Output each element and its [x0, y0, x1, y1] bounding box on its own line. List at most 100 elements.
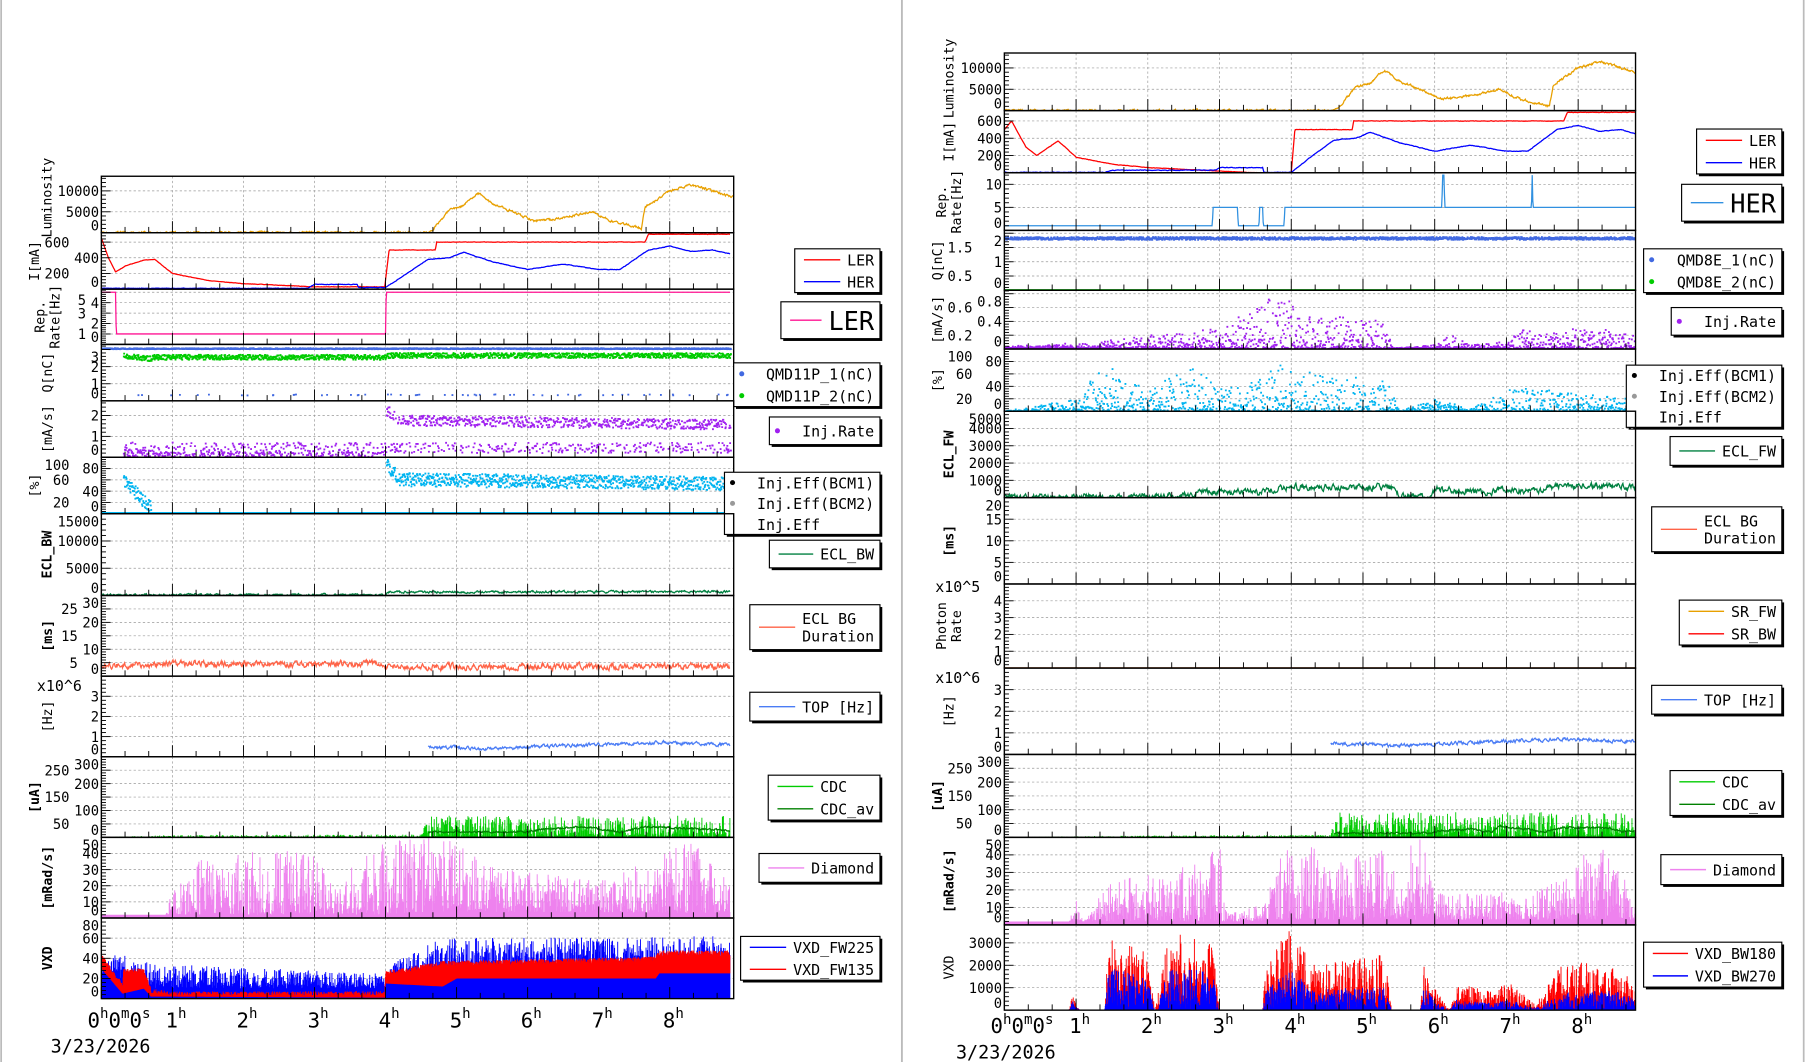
legend-item-inj-eff: Inj.Eff	[757, 516, 820, 534]
legend-box: Inj.Eff(BCM1) Inj.Eff(BCM2) Inj.Eff	[1625, 364, 1785, 430]
y-tick-label: 0	[994, 335, 1002, 351]
legend-label: ECL BG	[1704, 512, 1758, 530]
y-tick-label: 10	[985, 534, 1002, 550]
y-tick-label: 2	[994, 234, 1002, 250]
legend-label: SR_FW	[1731, 603, 1777, 621]
y-axis-label: Luminosity	[41, 158, 56, 238]
y-tick-label: 2	[91, 409, 99, 425]
y-tick-label: 4	[994, 594, 1002, 610]
y-tick-label: 40	[82, 847, 99, 863]
panel-frame	[100, 675, 735, 758]
y-tick-label: 20	[985, 883, 1002, 899]
y-tick-label: 2	[994, 628, 1002, 644]
legend-frame	[767, 774, 881, 821]
y-axis-label: [mRad/s]	[41, 846, 56, 910]
y-tick-label: 1	[91, 377, 99, 393]
series-inj-eff-bcm1-	[122, 459, 732, 514]
legend-dot-icon	[1631, 393, 1637, 399]
legend-box: ECL_BW	[768, 539, 883, 571]
legend-box: QMD8E_1(nC) QMD8E_2(nC)	[1643, 248, 1785, 295]
y-tick-label: 0.4	[977, 315, 1002, 331]
series-group	[115, 815, 731, 838]
y-tick-label: 60	[956, 367, 973, 383]
tick-label-value: 7	[1500, 1014, 1512, 1038]
y-tick-label: 0	[91, 218, 99, 234]
y-tick-label: 0	[994, 996, 1002, 1012]
series-group	[101, 658, 731, 673]
legend-frame	[1643, 248, 1783, 294]
y-tick-label: 0	[91, 823, 99, 839]
legend-dot-icon	[1631, 372, 1637, 379]
legend-item-ler: LER	[1705, 132, 1777, 150]
series-group	[101, 936, 731, 999]
legend-item-ecl_bw: ECL_BW	[778, 546, 875, 564]
y-tick-label: 60	[82, 931, 99, 947]
legend-label: LER	[828, 306, 874, 336]
legend-dot-icon	[1676, 318, 1682, 324]
series-vxd_fw135	[101, 950, 731, 998]
y-axis-label: [uA]	[931, 780, 946, 812]
y-tick-label: 300	[977, 755, 1002, 771]
y-tick-label: 3000	[969, 936, 1002, 952]
legend-box: Diamond	[758, 852, 883, 885]
legend-frame	[1651, 684, 1783, 715]
tick-label-value: 8	[663, 1008, 675, 1032]
y-tick-label: 200	[977, 149, 1002, 165]
legend-label: VXD_FW225	[793, 939, 874, 957]
y-tick-label: 0	[91, 499, 99, 515]
y-tick-label: 3	[91, 350, 99, 366]
legend-item-top-hz-: TOP [Hz]	[1660, 691, 1776, 709]
legend-label: Inj.Rate	[802, 422, 874, 440]
y-axis-label: [mA/s]	[931, 296, 946, 344]
y-axis-label: Luminosity	[943, 39, 958, 119]
y-tick-label: 10000	[960, 61, 1002, 77]
legend-label: VXD_BW180	[1695, 945, 1776, 963]
panel-frame	[100, 756, 735, 839]
y-tick-label: 5000	[969, 82, 1002, 98]
y-tick-label: 20	[82, 879, 99, 895]
series-group	[1330, 736, 1636, 749]
y-tick-label: 0	[91, 275, 99, 291]
legend-frame	[733, 362, 881, 408]
y-tick-label: 1000	[969, 474, 1002, 490]
legend-frame	[1696, 128, 1783, 175]
legend-item-sr_fw: SR_FW	[1688, 603, 1777, 621]
series-qmd11p_2-nc-	[122, 352, 732, 363]
legend-label: VXD_FW135	[793, 961, 874, 979]
legend-dot-icon	[730, 500, 736, 506]
legend-item-cdc_av: CDC_av	[777, 801, 874, 819]
y-tick-label: 1	[91, 430, 99, 446]
legend-label: Duration	[1704, 530, 1776, 548]
y-axis-label: Rep.	[935, 186, 950, 218]
y-tick-label: 0	[91, 984, 99, 1000]
tick-label-value: 0	[129, 1008, 141, 1032]
y-tick-label: 0	[91, 581, 99, 597]
tick-label-value: 4	[379, 1008, 391, 1032]
legend-dot-icon	[739, 371, 745, 377]
tick-label-unit: h	[1512, 1012, 1520, 1028]
y-tick-label: 0	[994, 823, 1002, 839]
legend-box: LER HER	[1696, 128, 1785, 177]
legend-item-diamond: Diamond	[768, 860, 874, 878]
y-tick-label: 50	[82, 838, 99, 854]
y-tick-label: 4000	[969, 422, 1002, 438]
series-group	[101, 183, 734, 233]
legend-item-inj-rate: Inj.Rate	[774, 422, 874, 440]
legend-item-inj-eff-bcm2-: Inj.Eff(BCM2)	[730, 495, 874, 513]
x-tick-label: 3h	[308, 1006, 329, 1032]
y-tick-label: 3	[994, 683, 1002, 699]
tick-label-value: 5	[450, 1008, 462, 1032]
series-cdc_av	[427, 825, 731, 834]
tick-label-value: 0	[1032, 1014, 1044, 1038]
legend-item-cdc: CDC	[1679, 773, 1749, 791]
tick-label-value: 6	[521, 1008, 533, 1032]
y-tick-label: 2000	[969, 456, 1002, 472]
panel-frame	[100, 400, 735, 458]
series-group	[1004, 839, 1636, 925]
